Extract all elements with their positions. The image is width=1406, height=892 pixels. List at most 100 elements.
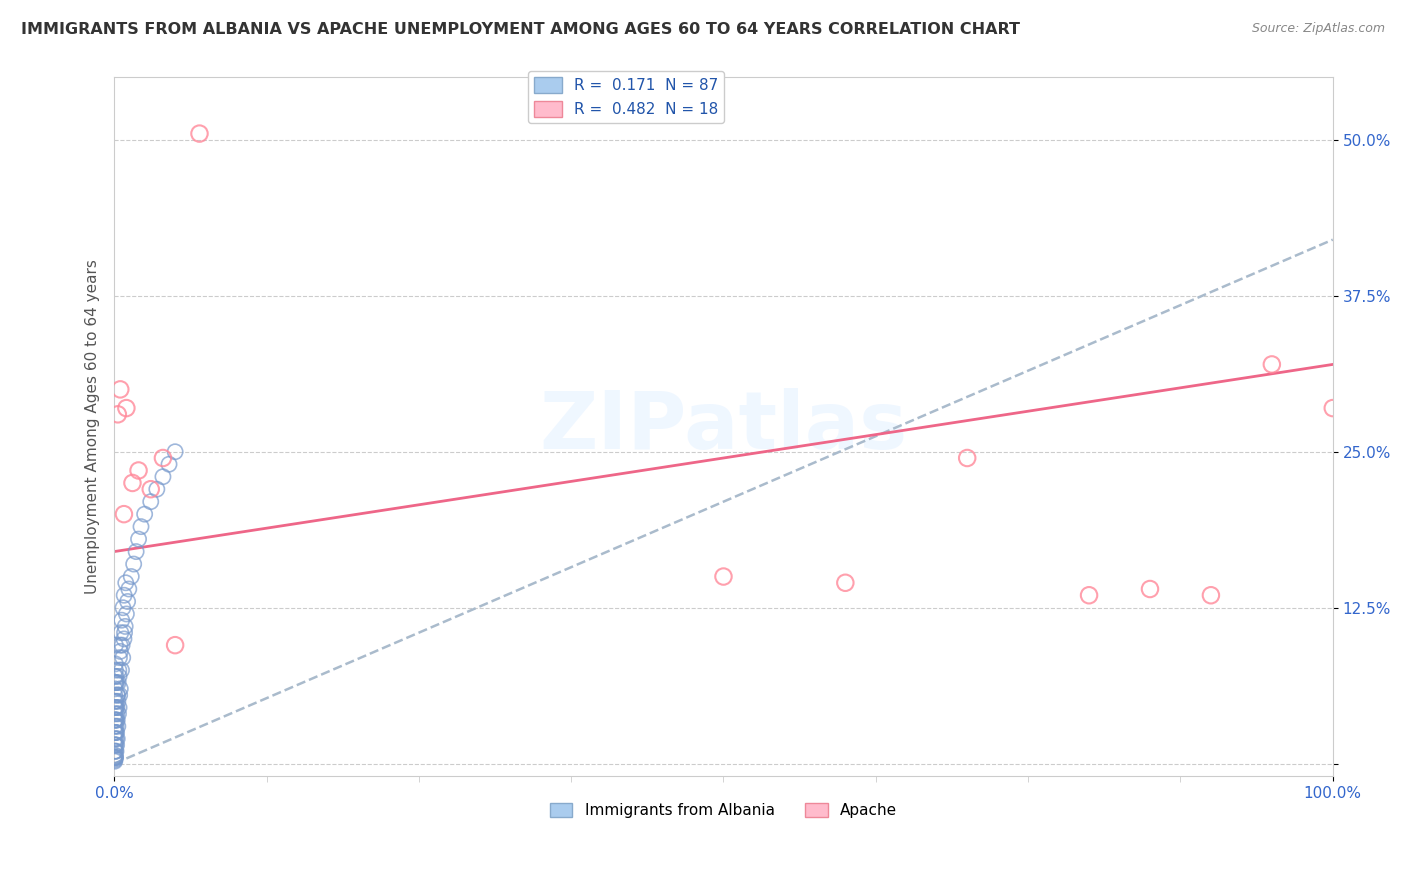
Point — [110, 625, 132, 640]
Point — [139, 494, 162, 508]
Text: ZIPatlas: ZIPatlas — [540, 388, 908, 466]
Point — [104, 738, 127, 752]
Point — [112, 588, 135, 602]
Point — [188, 127, 211, 141]
Point — [104, 725, 127, 739]
Y-axis label: Unemployment Among Ages 60 to 64 years: Unemployment Among Ages 60 to 64 years — [86, 260, 100, 594]
Point — [112, 507, 135, 521]
Point — [108, 688, 131, 702]
Point — [108, 700, 131, 714]
Point — [114, 575, 136, 590]
Point — [104, 731, 127, 746]
Point — [146, 482, 169, 496]
Point — [117, 594, 139, 608]
Point — [125, 544, 148, 558]
Point — [115, 401, 138, 415]
Point — [104, 744, 127, 758]
Point — [104, 713, 127, 727]
Point — [105, 731, 128, 746]
Text: IMMIGRANTS FROM ALBANIA VS APACHE UNEMPLOYMENT AMONG AGES 60 TO 64 YEARS CORRELA: IMMIGRANTS FROM ALBANIA VS APACHE UNEMPL… — [21, 22, 1021, 37]
Point — [128, 532, 150, 546]
Point — [107, 407, 129, 421]
Point — [104, 750, 127, 764]
Point — [108, 650, 131, 665]
Point — [104, 749, 127, 764]
Point — [121, 475, 143, 490]
Point — [105, 744, 128, 758]
Point — [165, 638, 187, 652]
Point — [956, 450, 979, 465]
Point — [104, 725, 127, 739]
Point — [111, 638, 134, 652]
Point — [104, 750, 127, 764]
Point — [104, 713, 127, 727]
Point — [105, 713, 128, 727]
Point — [713, 569, 735, 583]
Point — [104, 706, 127, 721]
Point — [110, 383, 132, 397]
Point — [134, 507, 156, 521]
Point — [104, 738, 127, 752]
Point — [104, 725, 127, 739]
Point — [104, 747, 127, 762]
Point — [105, 706, 128, 721]
Point — [1078, 588, 1101, 602]
Point — [107, 688, 129, 702]
Point — [105, 725, 128, 739]
Point — [104, 750, 127, 764]
Point — [105, 738, 128, 752]
Point — [152, 469, 174, 483]
Point — [108, 638, 131, 652]
Point — [118, 582, 141, 596]
Point — [105, 731, 128, 746]
Point — [112, 632, 135, 646]
Point — [104, 663, 127, 677]
Point — [104, 719, 127, 733]
Point — [128, 463, 150, 477]
Point — [110, 681, 132, 696]
Point — [165, 444, 187, 458]
Point — [114, 625, 136, 640]
Point — [1139, 582, 1161, 596]
Point — [104, 638, 127, 652]
Point — [105, 669, 128, 683]
Point — [104, 675, 127, 690]
Point — [104, 753, 127, 767]
Point — [110, 644, 132, 658]
Point — [105, 719, 128, 733]
Point — [104, 681, 127, 696]
Point — [129, 519, 152, 533]
Point — [104, 669, 127, 683]
Point — [111, 650, 134, 665]
Point — [114, 619, 136, 633]
Point — [107, 675, 129, 690]
Point — [104, 700, 127, 714]
Point — [139, 482, 162, 496]
Text: Source: ZipAtlas.com: Source: ZipAtlas.com — [1251, 22, 1385, 36]
Point — [152, 450, 174, 465]
Point — [120, 569, 142, 583]
Point — [1199, 588, 1222, 602]
Point — [105, 688, 128, 702]
Point — [104, 688, 127, 702]
Point — [105, 700, 128, 714]
Point — [105, 700, 128, 714]
Point — [115, 607, 138, 621]
Point — [107, 694, 129, 708]
Point — [122, 557, 145, 571]
Point — [107, 719, 129, 733]
Point — [104, 752, 127, 766]
Point — [157, 457, 180, 471]
Legend: Immigrants from Albania, Apache: Immigrants from Albania, Apache — [543, 797, 904, 824]
Point — [107, 706, 129, 721]
Point — [104, 738, 127, 752]
Point — [1322, 401, 1344, 415]
Point — [105, 694, 128, 708]
Point — [104, 713, 127, 727]
Point — [104, 675, 127, 690]
Point — [104, 694, 127, 708]
Point — [105, 713, 128, 727]
Point — [108, 669, 131, 683]
Point — [104, 700, 127, 714]
Point — [111, 613, 134, 627]
